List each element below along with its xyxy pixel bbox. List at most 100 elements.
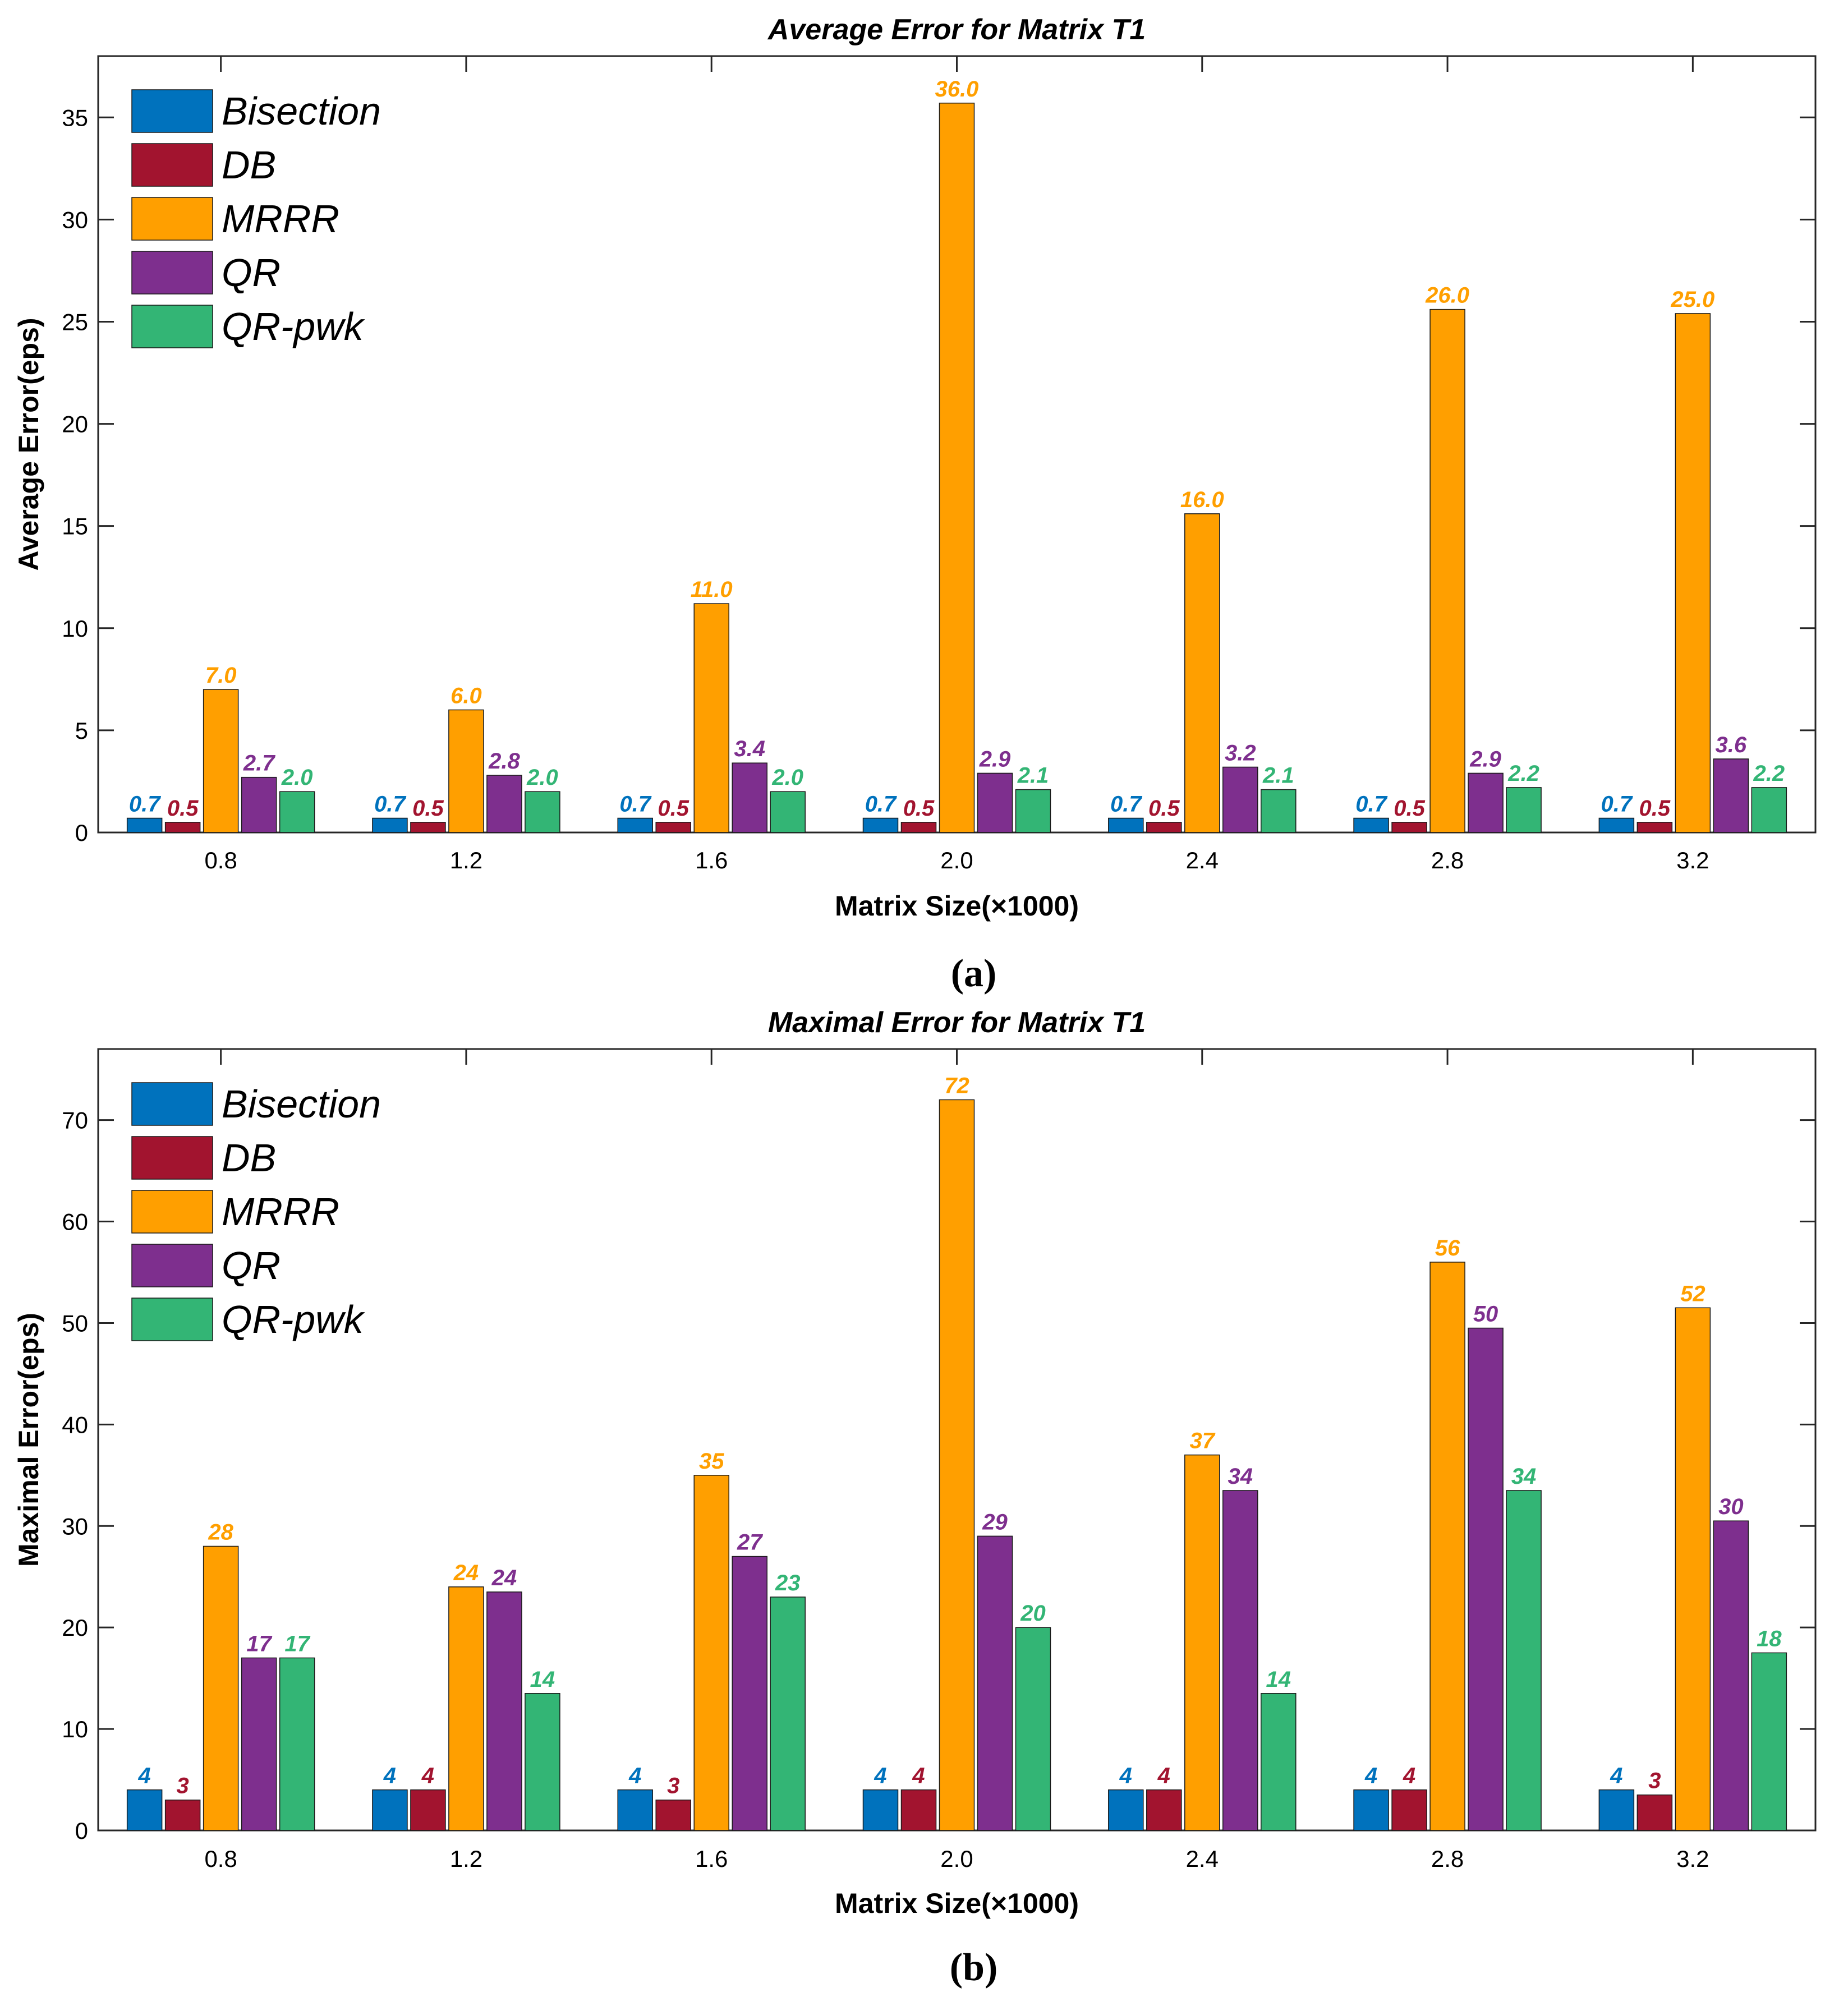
legend-label: MRRR (222, 1190, 339, 1234)
bar-qr-pwk (1261, 789, 1297, 833)
y-axis-label: Maximal Error(eps) (13, 1313, 44, 1567)
bar-mrrr (1429, 1262, 1465, 1831)
bar-mrrr (1184, 1454, 1220, 1831)
bar-mrrr (693, 603, 729, 833)
bar-qr (1468, 772, 1504, 833)
x-tick-label: 3.2 (1676, 1846, 1709, 1872)
bar-mrrr (1429, 309, 1465, 833)
data-label: 72 (944, 1073, 969, 1098)
bar-qr (486, 1591, 522, 1831)
y-tick-label: 60 (62, 1209, 88, 1235)
data-label: 0.5 (1639, 796, 1671, 821)
data-label: 0.7 (129, 792, 161, 817)
data-label: 34 (1228, 1464, 1253, 1489)
bar-db (1636, 822, 1673, 833)
data-label: 0.5 (1394, 796, 1425, 821)
legend-label: QR (222, 1244, 281, 1287)
bar-qr-pwk (279, 791, 315, 833)
y-tick-label: 40 (62, 1411, 88, 1438)
data-label: 4 (1610, 1764, 1622, 1788)
data-label: 17 (284, 1631, 310, 1656)
x-tick-label: 2.4 (1186, 847, 1219, 873)
bar-bisection (1108, 1789, 1144, 1831)
legend-swatch-qr (131, 1244, 213, 1287)
bar-qr-pwk (770, 791, 806, 833)
y-tick-label: 10 (62, 615, 88, 642)
x-tick-label: 2.0 (940, 1846, 973, 1872)
bar-qr (1713, 1520, 1749, 1831)
legend-label: DB (222, 1136, 276, 1180)
bar-bisection (1353, 1789, 1389, 1831)
bar-qr-pwk (770, 1597, 806, 1831)
x-axis-label: Matrix Size(×1000) (835, 1888, 1079, 1919)
y-tick-label: 15 (62, 513, 88, 540)
data-label: 11.0 (691, 577, 733, 602)
data-label: 0.7 (1601, 792, 1633, 817)
y-tick-label: 30 (62, 1513, 88, 1539)
y-tick-label: 10 (62, 1716, 88, 1742)
data-label: 4 (1119, 1764, 1132, 1788)
y-tick-label: 0 (75, 820, 88, 846)
data-label: 24 (491, 1566, 517, 1590)
data-label: 23 (775, 1571, 801, 1595)
bar-qr (486, 775, 522, 833)
data-label: 52 (1680, 1281, 1706, 1306)
data-label: 4 (138, 1764, 151, 1788)
legend-label: Bisection (222, 1082, 381, 1126)
data-label: 2.0 (281, 765, 313, 790)
bar-db (900, 822, 937, 833)
data-label: 4 (874, 1764, 886, 1788)
bar-qr (732, 762, 767, 833)
x-tick-label: 0.8 (204, 1846, 237, 1872)
bar-bisection (1108, 817, 1144, 833)
data-label: 2.7 (243, 751, 275, 776)
data-label: 4 (1364, 1764, 1377, 1788)
bar-mrrr (1675, 1307, 1711, 1831)
data-label: 6.0 (450, 683, 482, 708)
y-tick-label: 20 (62, 411, 88, 438)
bar-bisection (617, 817, 653, 833)
bar-qr-pwk (1751, 787, 1787, 833)
bar-mrrr (939, 103, 975, 833)
data-label: 50 (1473, 1302, 1498, 1327)
legend-label: QR-pwk (222, 1298, 365, 1341)
bar-qr-pwk (1506, 1490, 1542, 1831)
data-label: 3.6 (1716, 733, 1747, 757)
bar-db (655, 822, 691, 833)
y-tick-label: 0 (75, 1818, 88, 1844)
data-label: 3 (177, 1774, 189, 1798)
data-label: 4 (1157, 1764, 1170, 1788)
legend-label: MRRR (222, 197, 339, 241)
data-label: 7.0 (205, 663, 237, 688)
legend-label: QR (222, 251, 281, 295)
chart-title: Average Error for Matrix T1 (767, 13, 1146, 46)
data-label: 14 (1266, 1667, 1291, 1692)
data-label: 0.7 (619, 792, 651, 817)
data-label: 4 (1403, 1764, 1415, 1788)
bar-mrrr (448, 1586, 484, 1831)
bar-qr-pwk (525, 791, 560, 833)
bar-mrrr (203, 689, 239, 833)
bar-bisection (372, 1789, 408, 1831)
y-tick-label: 70 (62, 1107, 88, 1134)
data-label: 29 (982, 1510, 1008, 1534)
bar-qr (241, 1657, 277, 1831)
bar-db (1146, 822, 1182, 833)
legend-label: Bisection (222, 89, 381, 133)
data-label: 2.0 (771, 765, 803, 790)
bar-bisection (862, 1789, 899, 1831)
x-tick-label: 2.8 (1431, 1846, 1464, 1872)
legend-swatch-bisection (131, 1082, 213, 1126)
bar-qr-pwk (1751, 1652, 1787, 1831)
legend-swatch-mrrr (131, 197, 213, 241)
bar-db (164, 822, 201, 833)
data-label: 17 (246, 1631, 272, 1656)
data-label: 2.2 (1507, 761, 1539, 786)
bar-mrrr (448, 709, 484, 833)
bar-qr-pwk (1015, 789, 1051, 833)
x-tick-label: 1.6 (695, 1846, 728, 1872)
y-tick-label: 35 (62, 104, 88, 131)
bar-qr (732, 1556, 767, 1831)
data-label: 0.7 (865, 792, 897, 817)
legend-swatch-qr-pwk (131, 305, 213, 348)
